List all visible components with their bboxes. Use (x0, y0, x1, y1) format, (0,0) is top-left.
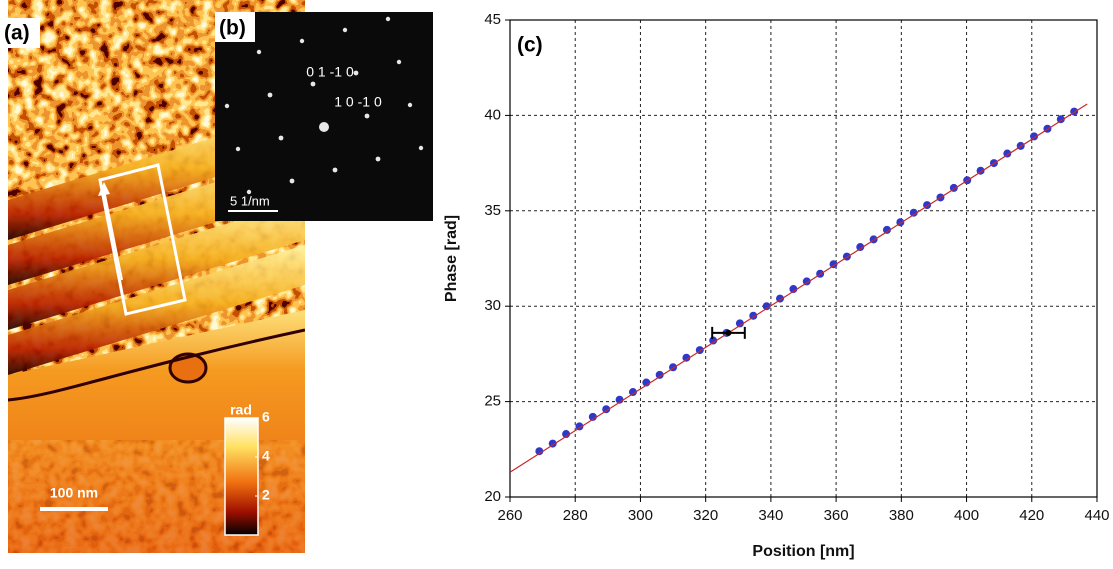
y-tick-label: 40 (484, 106, 501, 123)
x-tick-label: 400 (954, 507, 979, 524)
spot (396, 59, 402, 65)
spot (224, 103, 230, 109)
spot (353, 70, 359, 76)
spot (256, 49, 262, 55)
data-point (829, 260, 838, 269)
data-point (909, 208, 918, 217)
spot (299, 38, 305, 44)
data-point (802, 277, 811, 286)
x-tick-label: 360 (824, 507, 849, 524)
colorbar-tick-label: 6 (262, 409, 270, 425)
spot (342, 27, 348, 33)
x-tick-label: 380 (889, 507, 914, 524)
colorbar (224, 417, 259, 536)
x-tick-label: 420 (1019, 507, 1044, 524)
data-point (575, 422, 584, 431)
spot (364, 113, 370, 119)
panel-label: (c) (517, 34, 543, 57)
diffraction-spots (224, 16, 424, 195)
data-point (762, 302, 771, 311)
data-point (535, 447, 544, 456)
spot (246, 189, 252, 195)
spot (278, 135, 284, 141)
diffraction-image (215, 12, 433, 221)
spot (407, 102, 413, 108)
spot (418, 145, 424, 151)
spot (332, 167, 338, 173)
spot (267, 92, 273, 98)
spot (319, 122, 329, 132)
scale-bar-label: 5 1/nm (230, 193, 270, 208)
fit-line (509, 103, 1088, 473)
data-point (735, 319, 744, 328)
y-tick-label: 20 (484, 488, 501, 505)
data-point (588, 412, 597, 421)
data-point (655, 370, 664, 379)
spot (375, 156, 381, 162)
spot-label: 0 1 -1 0 (306, 64, 354, 80)
data-point (789, 285, 798, 294)
x-tick-label: 280 (563, 507, 588, 524)
panel-label: (a) (4, 22, 30, 45)
y-tick-label: 25 (484, 393, 501, 410)
colorbar-tick-label: 2 (262, 487, 270, 503)
x-axis-label: Position [nm] (752, 543, 854, 560)
colorbar-tick-label: 4 (262, 448, 270, 464)
spot-label: 1 0 -1 0 (334, 94, 382, 110)
spot (235, 146, 241, 152)
data-point (682, 353, 691, 362)
x-tick-label: 340 (758, 507, 783, 524)
data-point (1030, 132, 1039, 141)
error-bar-center (725, 329, 732, 336)
y-tick-label: 35 (484, 202, 501, 219)
data-point (882, 225, 891, 234)
spot (385, 16, 391, 22)
data-point (628, 388, 637, 397)
x-tick-label: 260 (497, 507, 522, 524)
data-point (562, 430, 571, 439)
y-tick-label: 30 (484, 297, 501, 314)
colorbar-title: rad (230, 402, 252, 418)
data-point (709, 336, 718, 345)
spot (310, 81, 316, 87)
spot (289, 178, 295, 184)
y-axis-label: Phase [rad] (443, 215, 460, 302)
chart: 20 25 30 35 40 45 260 280 300 320 340 360 380 400 420 4… (443, 11, 1109, 560)
plot-frame (509, 19, 1098, 498)
y-tick-label: 45 (484, 11, 501, 28)
x-tick-label: 300 (628, 507, 653, 524)
x-tick-label: 440 (1084, 507, 1109, 524)
data-point (1056, 115, 1065, 124)
x-tick-label: 320 (693, 507, 718, 524)
scale-bar-label: 100 nm (50, 485, 98, 501)
panel-label: (b) (219, 17, 246, 40)
data-point (602, 405, 611, 414)
data-point (856, 243, 865, 252)
